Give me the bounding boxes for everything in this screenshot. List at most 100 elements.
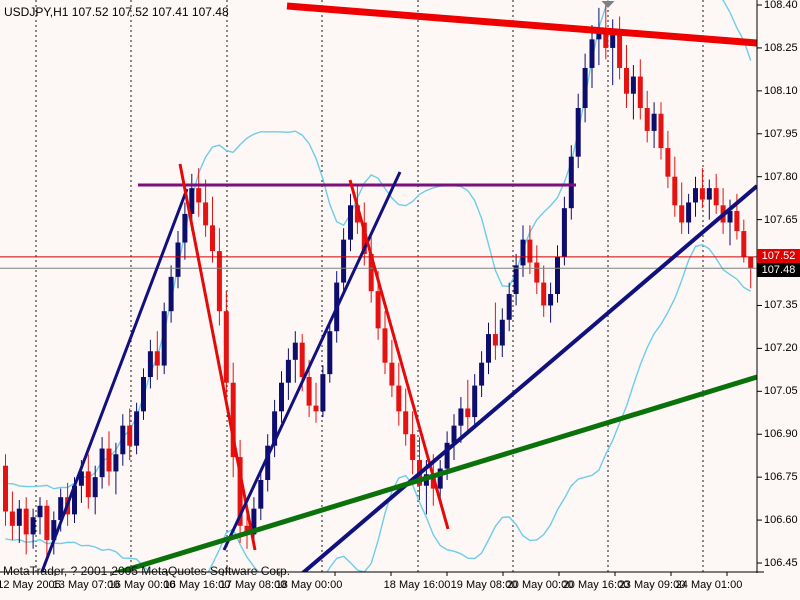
candle-bull	[189, 188, 195, 214]
candle-bear	[9, 511, 15, 526]
time-axis-label: 18 May 00:00	[275, 579, 343, 591]
candle-bear	[734, 211, 740, 232]
downtrend-line-2[interactable]	[348, 179, 450, 530]
candle-bull	[30, 517, 36, 535]
candle-bull	[589, 39, 595, 68]
price-axis-label: 106.90	[764, 428, 798, 441]
chart-symbol-title: USDJPY,H1 107.52 107.52 107.41 107.48	[4, 5, 229, 19]
watermark-copyright: MetaTrader, ? 2001-2005 MetaQuotes Softw…	[3, 564, 291, 578]
candle-bear	[644, 108, 650, 131]
candle-bull	[437, 468, 443, 489]
resistance-top-trendline[interactable]	[286, 2, 757, 47]
candle-bear	[237, 457, 243, 526]
candle-bull	[706, 188, 712, 200]
support-line-major[interactable]	[100, 374, 757, 578]
candle-bear	[617, 30, 623, 68]
candle-bull	[548, 294, 554, 306]
candle-bear	[465, 408, 471, 418]
candle-bear	[382, 328, 388, 363]
candle-bear	[230, 382, 236, 458]
candle-bear	[299, 342, 305, 377]
last-price-badge: 107.48	[757, 263, 800, 277]
candle-bull	[258, 480, 264, 509]
candle-bull	[51, 520, 57, 541]
downtrend-line-1[interactable]	[178, 163, 257, 551]
candle-bull	[72, 485, 77, 515]
price-axis-label: 107.20	[764, 342, 798, 355]
candle-bull	[265, 445, 271, 481]
candle-bear	[541, 282, 547, 306]
candle-bull	[120, 425, 126, 455]
candle-bull	[479, 362, 485, 386]
candle-bull	[451, 425, 457, 443]
uptrend-line-2[interactable]	[222, 171, 402, 551]
candle-bear	[527, 239, 533, 263]
candle-bull	[568, 156, 574, 209]
candle-bull	[630, 76, 636, 94]
uptrend-line-1[interactable]	[40, 188, 189, 577]
candle-bull	[582, 67, 588, 109]
time-axis-label: 23 May 09:00	[618, 579, 686, 591]
candle-bear	[665, 148, 671, 177]
candle-bull	[279, 382, 284, 412]
candle-bull	[341, 239, 347, 283]
candle-bull	[327, 331, 333, 375]
time-axis-label: 20 May 16:00	[562, 579, 630, 591]
time-axis-label: 16 May 16:00	[163, 579, 231, 591]
candle-bull	[182, 213, 188, 243]
candle-bear	[244, 525, 250, 535]
price-axis-label: 107.05	[764, 385, 798, 398]
candle-bull	[78, 471, 84, 486]
candle-bear	[748, 256, 754, 269]
candle-bear	[127, 425, 133, 446]
candle-bull	[37, 505, 43, 518]
time-axis-label: 17 May 08:00	[219, 579, 287, 591]
candle-bear	[679, 205, 685, 223]
candle-bear	[361, 222, 367, 254]
price-axis-label: 108.40	[764, 0, 798, 11]
candle-bear	[375, 291, 381, 329]
candle-bear	[403, 411, 409, 435]
candle-bear	[713, 188, 719, 206]
candle-bull	[499, 319, 505, 346]
candle-bull	[596, 30, 602, 40]
candle-bull	[686, 202, 692, 223]
price-axis-label: 106.60	[764, 514, 798, 527]
candle-bear	[741, 231, 747, 257]
candle-bull	[320, 374, 326, 412]
candle-bear	[410, 434, 416, 460]
candle-bull	[251, 508, 257, 535]
price-axis-label: 106.75	[764, 471, 798, 484]
candle-bear	[313, 405, 319, 412]
candle-bull	[134, 411, 140, 446]
price-axis-label: 107.65	[764, 213, 798, 226]
candle-bear	[223, 311, 229, 383]
time-axis-label: 19 May 08:00	[450, 579, 518, 591]
candle-bull	[272, 411, 278, 446]
candle-bear	[603, 30, 609, 48]
candle-bull	[99, 448, 105, 478]
candle-bear	[658, 113, 664, 149]
price-axis-label: 107.80	[764, 170, 798, 183]
candle-bull	[506, 294, 512, 320]
price-axis-label: 108.25	[764, 41, 798, 54]
time-axis-label: 24 May 01:00	[675, 579, 743, 591]
candle-bear	[672, 176, 678, 206]
candle-bear	[3, 465, 8, 512]
uptrend-line-major[interactable]	[291, 184, 757, 583]
price-axis-label: 108.10	[764, 84, 798, 97]
candle-bull	[58, 497, 64, 521]
candle-bull	[561, 208, 567, 257]
candle-bull	[444, 442, 450, 469]
candle-bear	[492, 334, 498, 346]
candle-bull	[555, 256, 560, 295]
candle-bear	[699, 188, 705, 200]
candle-bear	[389, 362, 395, 386]
candle-bull	[651, 113, 657, 131]
candle-bull	[693, 188, 698, 203]
candle-bull	[727, 211, 733, 223]
candle-bull	[141, 377, 146, 412]
candle-bull	[285, 359, 291, 383]
